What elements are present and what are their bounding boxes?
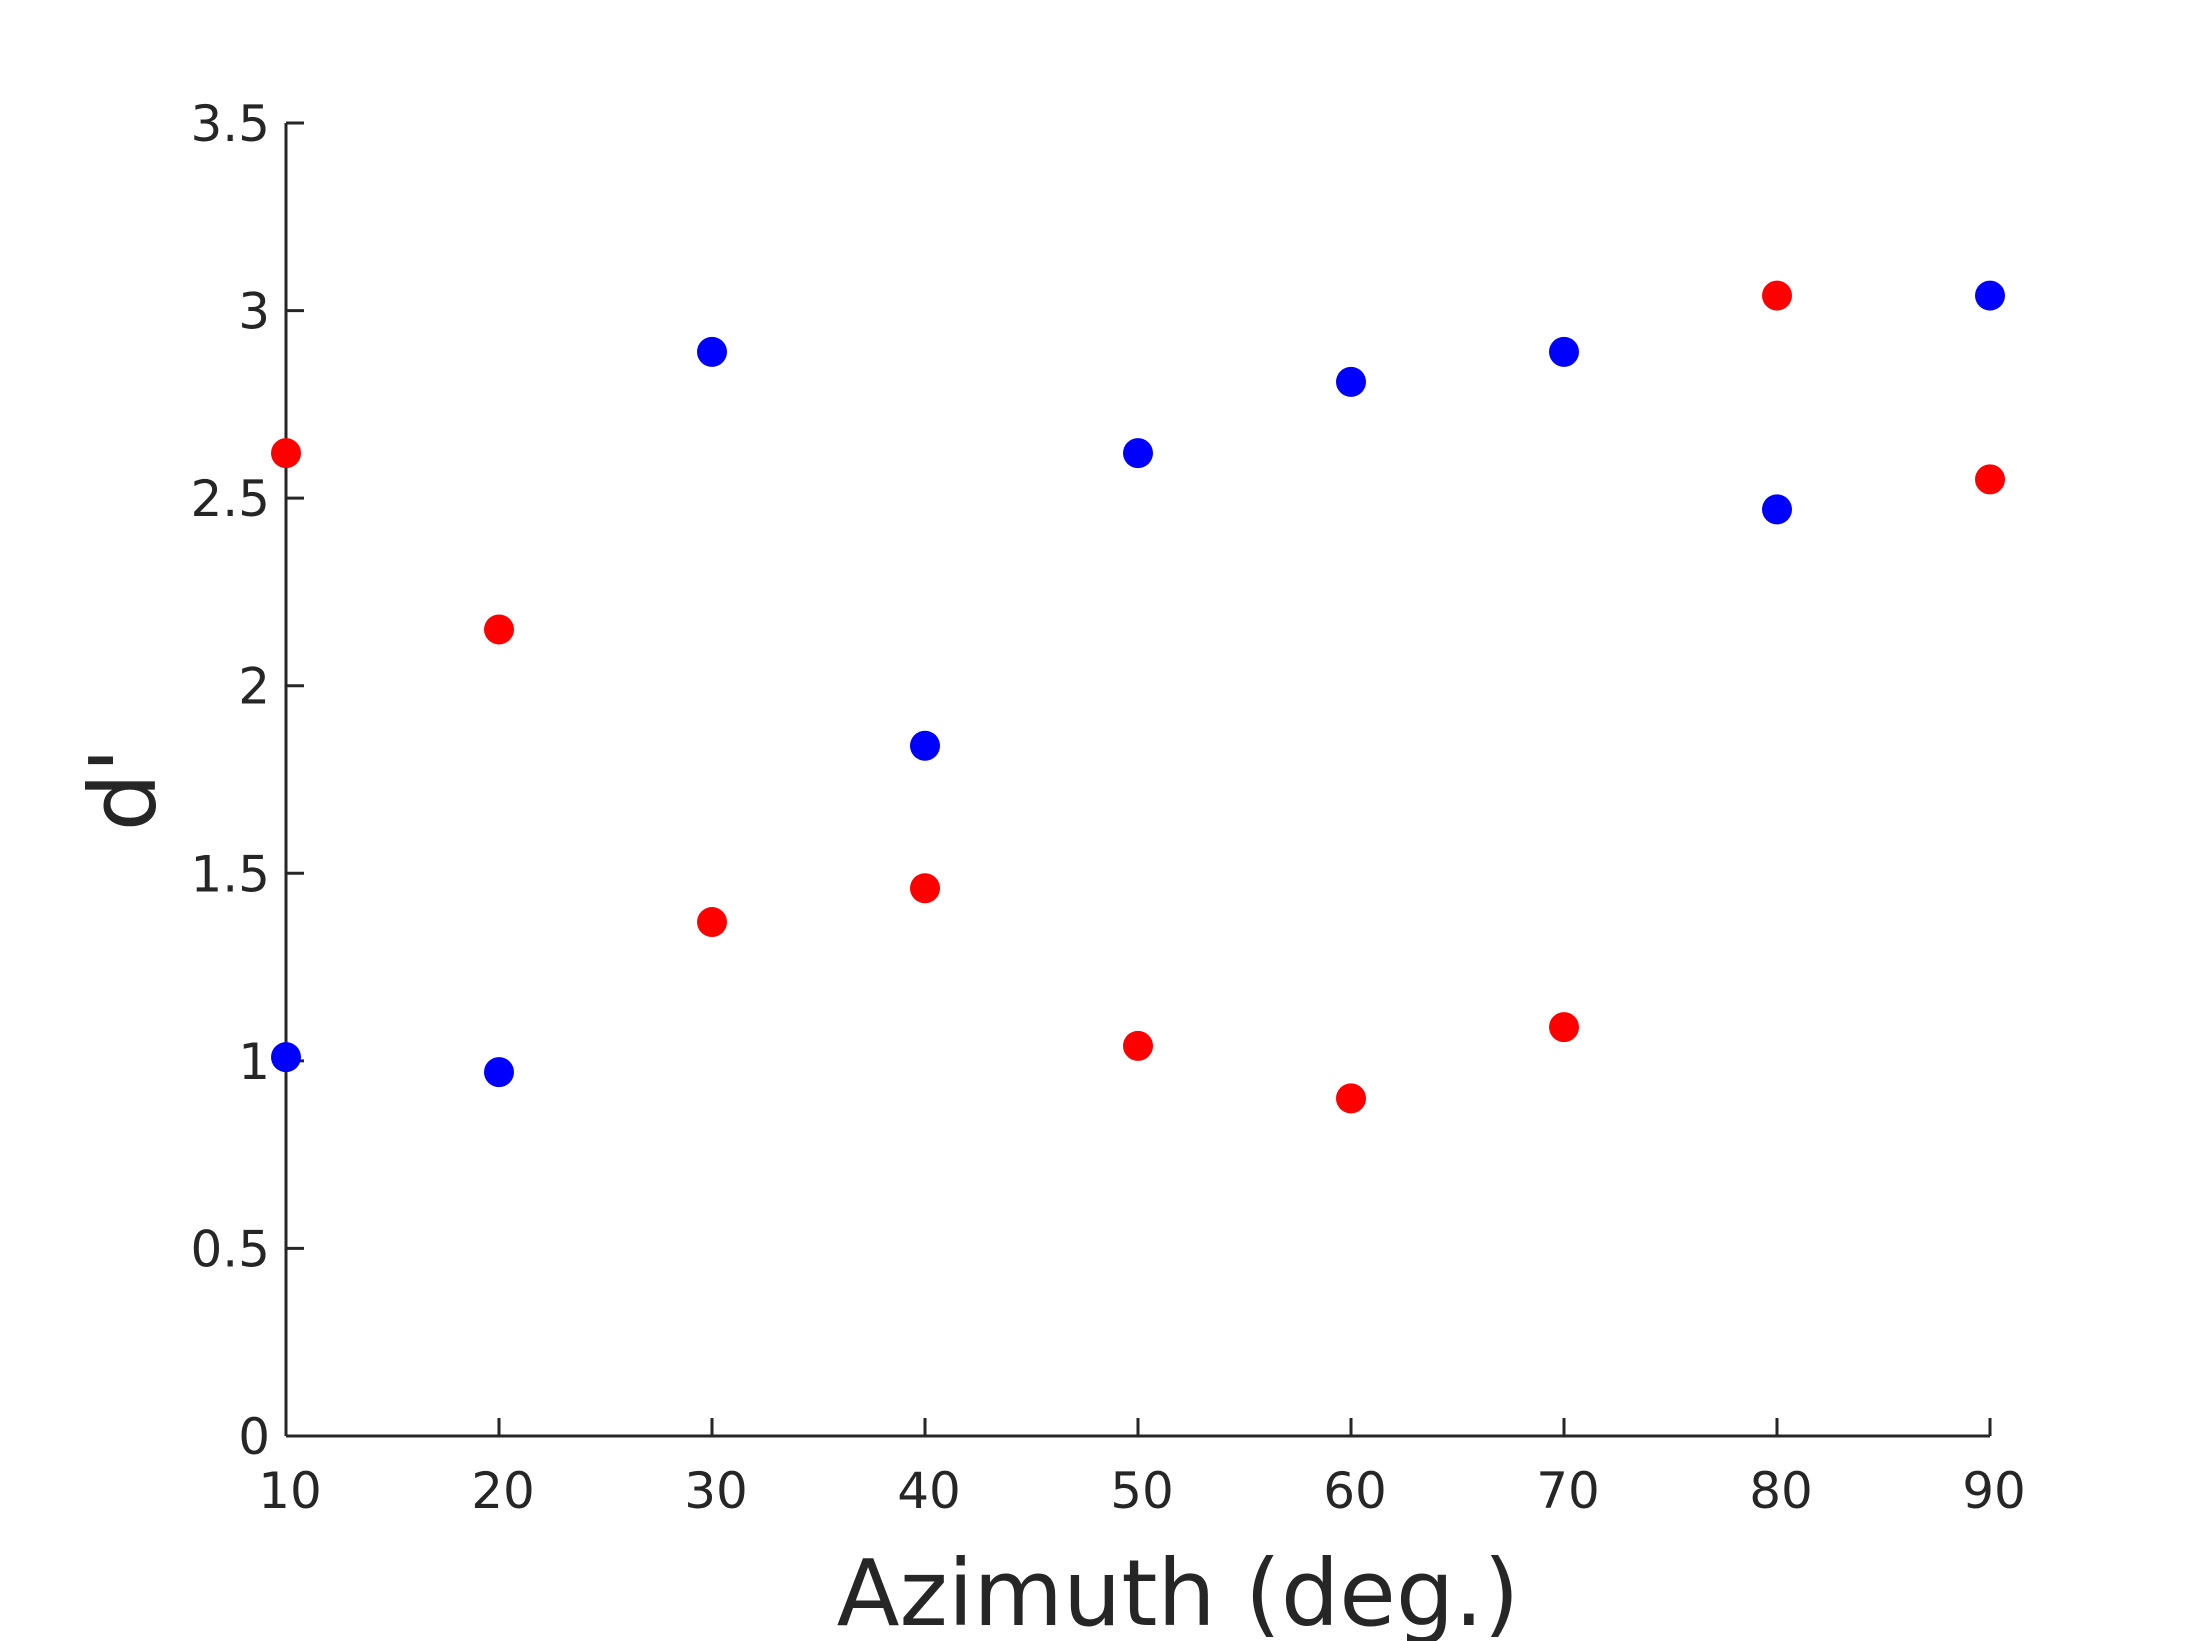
y-tick-label: 3.5 [190,95,270,153]
data-point [1975,280,2005,311]
data-point [1123,438,1153,469]
data-point [1549,336,1579,367]
y-axis-title: d' [70,748,177,832]
axes [284,123,1990,1438]
x-axis-title: Azimuth (deg.) [837,1540,1520,1641]
x-tick-label: 50 [1110,1462,1174,1520]
y-tick-label: 0 [238,1408,270,1466]
data-point [271,438,301,469]
x-tick-label: 20 [471,1462,535,1520]
y-tick-label: 2 [238,658,270,716]
data-point [910,730,940,761]
data-point [484,1057,514,1088]
x-tick-label: 70 [1536,1462,1600,1520]
x-tick-label: 10 [258,1462,322,1520]
x-tick-label: 80 [1749,1462,1813,1520]
data-point [1549,1012,1579,1043]
x-tick-label: 90 [1962,1462,2026,1520]
x-tick-label: 60 [1323,1462,1387,1520]
x-tick-label: 30 [684,1462,748,1520]
y-axis-ticks: 0 0.5 1 1.5 2 2.5 3 3.5 [190,95,304,1466]
y-tick-label: 1.5 [190,845,270,903]
data-points [271,280,2005,1114]
data-point [1762,494,1792,525]
data-point [1336,1083,1366,1114]
data-point [1762,280,1792,311]
y-tick-label: 2.5 [190,470,270,528]
data-point [484,614,514,645]
y-tick-label: 1 [238,1033,270,1091]
data-point [1336,366,1366,397]
data-point [697,336,727,367]
data-point [910,873,940,904]
data-point [1975,464,2005,495]
y-tick-label: 3 [238,283,270,341]
data-point [271,1042,301,1073]
x-tick-label: 40 [897,1462,961,1520]
x-axis-ticks: 10 20 30 40 50 60 70 80 90 [258,1418,2026,1520]
data-point [1123,1030,1153,1061]
y-tick-label: 0.5 [190,1220,270,1278]
data-point [697,907,727,938]
